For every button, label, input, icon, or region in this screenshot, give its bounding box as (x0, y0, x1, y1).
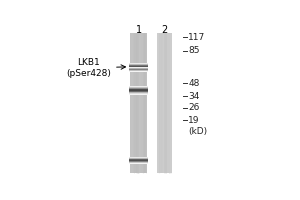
Bar (130, 65, 148, 66)
Bar (130, 94, 148, 95)
Bar (130, 89, 148, 90)
Bar (130, 161, 148, 162)
Bar (130, 68, 148, 69)
Text: 34: 34 (188, 92, 200, 101)
Bar (130, 64, 148, 65)
Text: LKB1
(pSer428): LKB1 (pSer428) (66, 58, 125, 78)
Bar (130, 91, 148, 92)
Bar (157, 33, 172, 173)
Bar (130, 160, 148, 161)
Bar (130, 93, 148, 94)
Text: 1: 1 (136, 25, 142, 35)
Bar (130, 63, 148, 64)
Bar (130, 92, 148, 93)
Bar (130, 88, 148, 89)
Bar (130, 157, 148, 158)
Text: 48: 48 (188, 79, 200, 88)
Bar (130, 67, 148, 68)
Text: 117: 117 (188, 33, 206, 42)
Text: (kD): (kD) (188, 127, 207, 136)
Bar (130, 66, 148, 67)
Bar (130, 86, 148, 87)
Bar (130, 159, 148, 160)
Text: 2: 2 (161, 25, 167, 35)
Text: 19: 19 (188, 116, 200, 125)
Bar (130, 87, 148, 88)
Bar (130, 163, 148, 164)
Text: 26: 26 (188, 103, 200, 112)
Bar (130, 33, 147, 173)
Bar (130, 90, 148, 91)
Text: 85: 85 (188, 46, 200, 55)
Bar (130, 162, 148, 163)
Bar (130, 158, 148, 159)
Bar (130, 69, 148, 70)
